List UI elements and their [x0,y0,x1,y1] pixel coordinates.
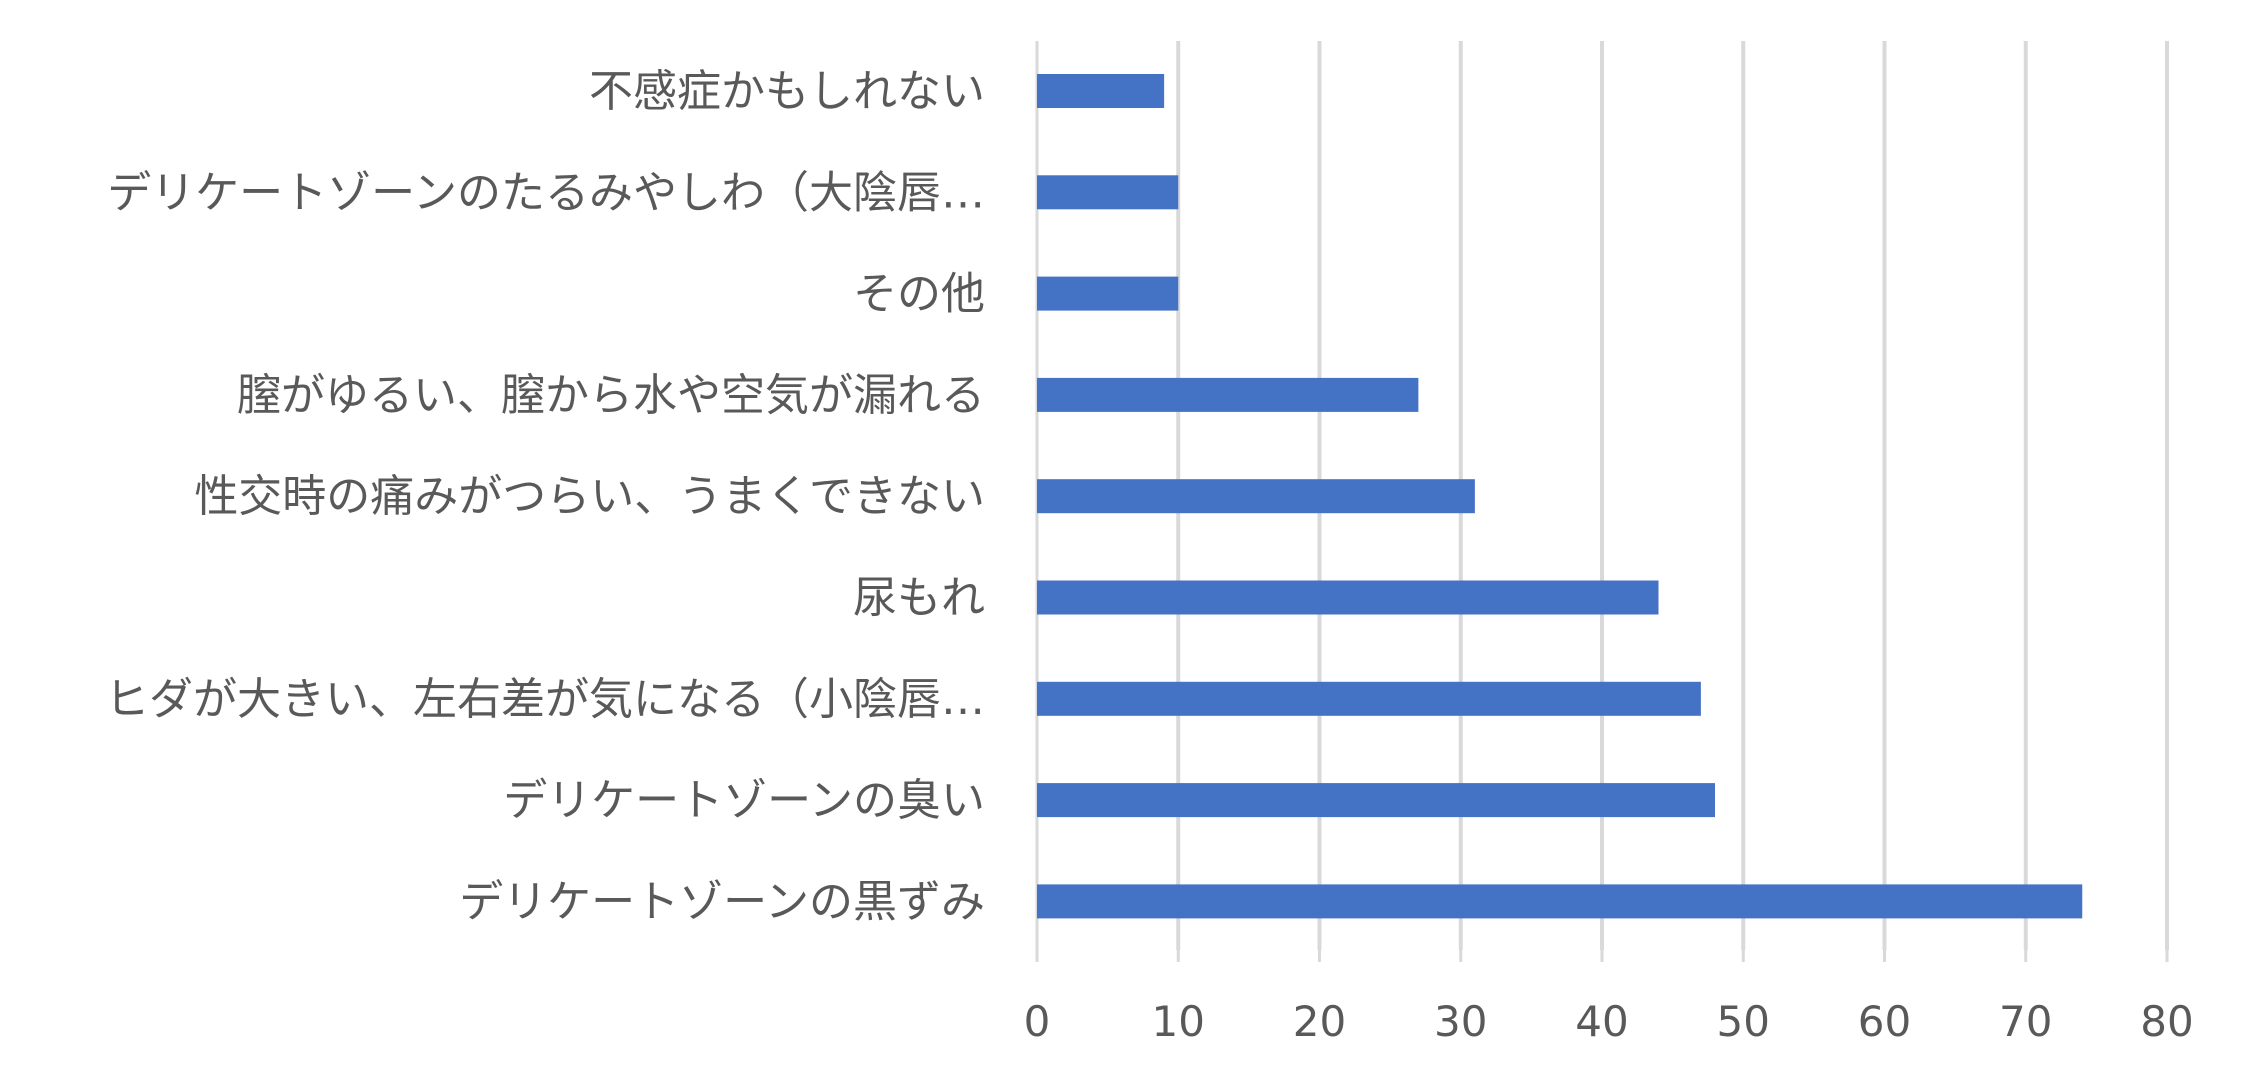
x-tick-label-20: 20 [1293,997,1346,1046]
bar-3 [1037,377,1419,412]
category-label-1: デリケートゾーンのたるみやしわ（大陰唇… [107,167,985,218]
bar-4 [1037,479,1475,514]
x-tick-label-10: 10 [1152,997,1205,1046]
x-tick-label-40: 40 [1575,997,1628,1046]
category-label-5: 尿もれ [853,573,985,624]
bar-0 [1037,74,1165,108]
category-label-7: デリケートゾーンの臭い [503,775,985,826]
bars [1037,74,2083,919]
bar-2 [1037,276,1179,311]
bar-8 [1037,884,2083,919]
category-label-0: 不感症かもしれない [589,66,985,117]
category-label-2: その他 [853,269,985,320]
category-label-8: デリケートゾーンの黒ずみ [459,876,985,927]
x-tick-label-80: 80 [2140,997,2193,1046]
x-tick-label-50: 50 [1717,997,1770,1046]
category-label-6: ヒダが大きい、左右差が気になる（小陰唇… [105,674,985,725]
x-tick-label-30: 30 [1434,997,1487,1046]
category-label-4: 性交時の痛みがつらい、うまくできない [194,471,985,522]
x-tick-labels: 0 10 20 30 40 50 60 70 80 [1024,997,2194,1046]
bar-1 [1037,175,1179,210]
x-tick-label-60: 60 [1858,997,1911,1046]
bar-6 [1037,681,1701,716]
bar-7 [1037,783,1715,818]
category-label-3: 膣がゆるい、膣から水や空気が漏れる [237,370,985,421]
x-tick-label-0: 0 [1024,997,1051,1046]
bar-5 [1037,580,1659,615]
x-tick-label-70: 70 [1999,997,2052,1046]
